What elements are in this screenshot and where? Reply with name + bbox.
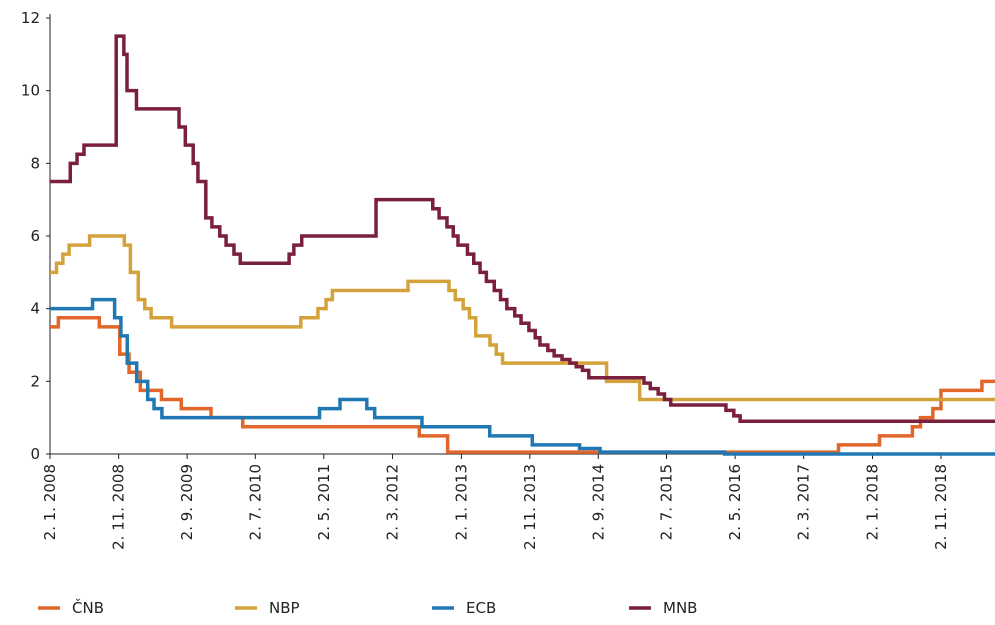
y-tick-label: 4 xyxy=(30,300,40,318)
x-tick-label: 2. 11. 2008 xyxy=(110,464,128,550)
x-tick-label: 2. 1. 2013 xyxy=(452,464,470,540)
x-tick-label: 2. 3. 2017 xyxy=(795,464,813,540)
series-line xyxy=(50,234,995,402)
x-tick-label: 2. 7. 2010 xyxy=(246,464,264,540)
y-tick-label: 2 xyxy=(30,372,40,390)
legend-label: ECB xyxy=(466,599,496,617)
x-tick-label: 2. 7. 2015 xyxy=(657,464,675,540)
x-tick-label: 2. 5. 2016 xyxy=(726,464,744,540)
y-tick-label: 10 xyxy=(21,82,40,100)
series-line xyxy=(50,316,995,454)
y-tick-label: 6 xyxy=(30,227,40,245)
y-tick-label: 0 xyxy=(30,445,40,463)
y-tick-label: 8 xyxy=(30,154,40,172)
x-tick-label: 2. 1. 2008 xyxy=(41,464,59,540)
y-tick-label: 12 xyxy=(21,9,40,27)
legend-label: ČNB xyxy=(72,598,104,617)
legend-label: NBP xyxy=(269,599,300,617)
series-line xyxy=(50,34,995,424)
x-tick-label: 2. 9. 2009 xyxy=(178,464,196,540)
x-tick-label: 2. 5. 2011 xyxy=(315,464,333,540)
series-line xyxy=(50,297,995,456)
x-tick-label: 2. 9. 2014 xyxy=(589,464,607,540)
x-tick-label: 2. 3. 2012 xyxy=(383,464,401,540)
x-tick-label: 2. 1. 2018 xyxy=(864,464,882,540)
x-tick-label: 2. 11. 2013 xyxy=(521,464,539,550)
x-tick-label: 2. 11. 2018 xyxy=(932,464,950,550)
legend-label: MNB xyxy=(663,599,697,617)
